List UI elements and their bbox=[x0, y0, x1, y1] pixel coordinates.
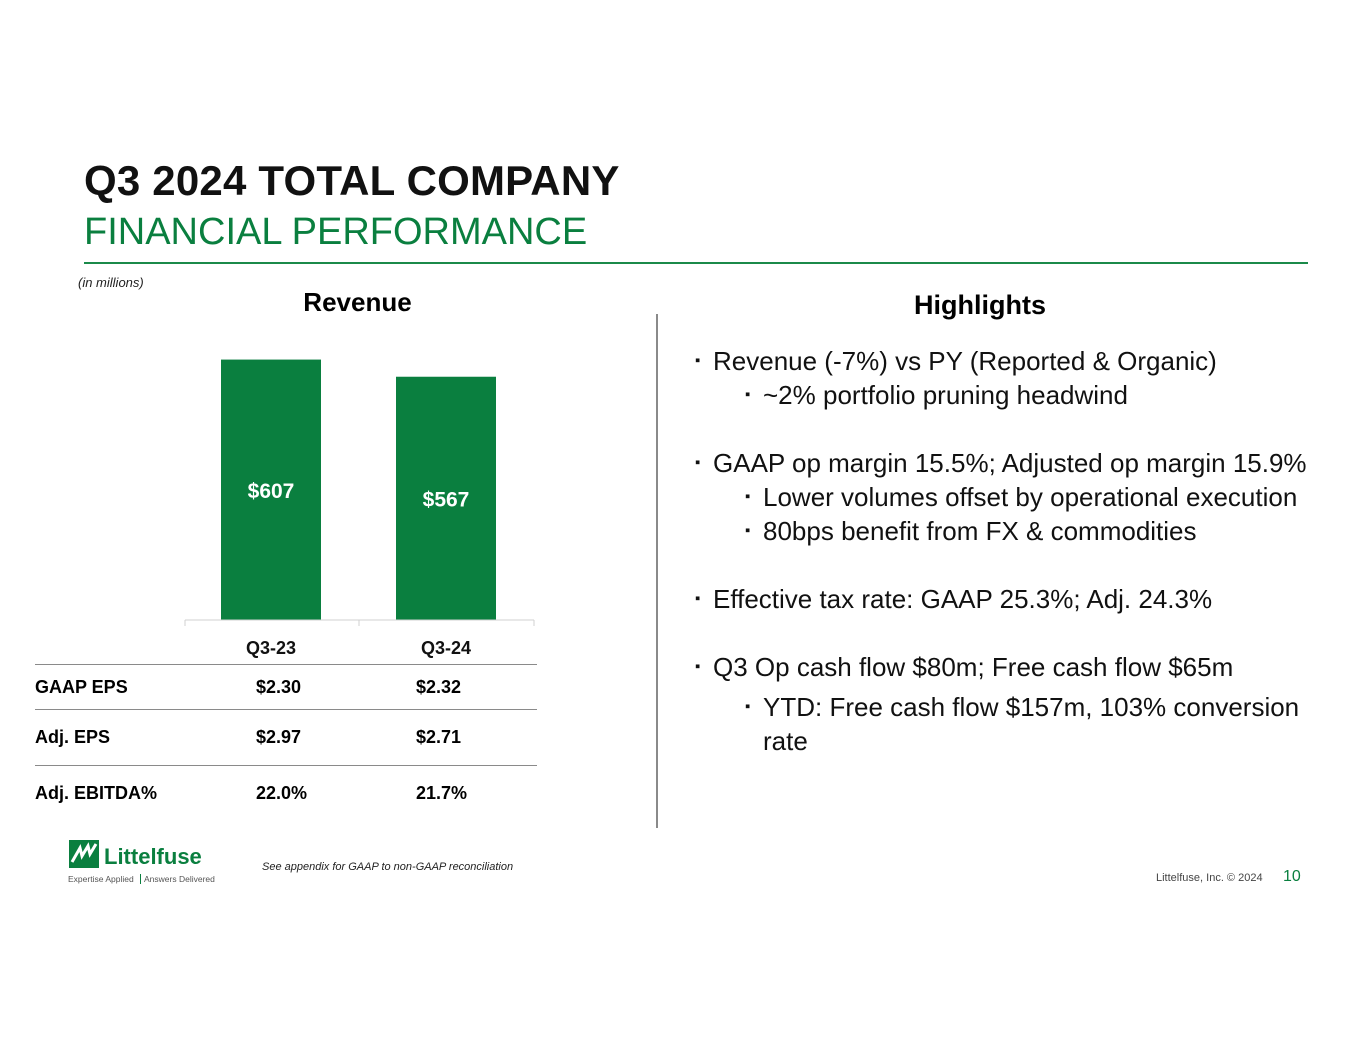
logo-wordmark: Littelfuse bbox=[104, 844, 202, 869]
table-row: Adj. EBITDA% 22.0% 21.7% bbox=[35, 766, 537, 822]
bullet-icon: ▪ bbox=[745, 698, 751, 715]
highlight-subitem: ▪ Lower volumes offset by operational exe… bbox=[745, 482, 1298, 512]
metric-label: Adj. EPS bbox=[35, 709, 256, 766]
revenue-bar-chart: $607 Q3-23 $567 Q3-24 bbox=[184, 359, 535, 658]
highlight-item: ▪ Q3 Op cash flow $80m; Free cash flow $6… bbox=[695, 652, 1234, 682]
highlight-subitem: ▪ YTD: Free cash flow $157m, 103% convers… bbox=[745, 692, 1300, 756]
logo-tagline-left: Expertise Applied bbox=[68, 874, 134, 884]
bullet-icon: ▪ bbox=[745, 488, 751, 505]
table-row: Adj. EPS $2.97 $2.71 bbox=[35, 709, 537, 766]
highlights-list: ▪ Revenue (-7%) vs PY (Reported & Organic… bbox=[695, 344, 1315, 758]
highlight-subitem: ▪ 80bps benefit from FX & commodities bbox=[745, 516, 1197, 546]
slide-subtitle: FINANCIAL PERFORMANCE bbox=[84, 211, 588, 253]
logo-tagline-right: Answers Delivered bbox=[144, 874, 215, 884]
revenue-heading: Revenue bbox=[303, 287, 412, 317]
table-row: GAAP EPS $2.30 $2.32 bbox=[35, 664, 537, 710]
metric-value-q3-24: $2.32 bbox=[416, 664, 537, 710]
littelfuse-logo: Littelfuse Expertise Applied Answers Del… bbox=[68, 840, 215, 884]
title-divider bbox=[84, 262, 1308, 264]
bullet-icon: ▪ bbox=[745, 522, 751, 539]
revenue-bar bbox=[396, 376, 496, 620]
bullet-icon: ▪ bbox=[695, 590, 701, 607]
metric-value-q3-23: 22.0% bbox=[256, 783, 308, 803]
bullet-icon: ▪ bbox=[695, 454, 701, 471]
metric-value-q3-23: $2.97 bbox=[256, 709, 416, 766]
column-divider bbox=[656, 314, 658, 828]
metric-label: Adj. EBITDA% bbox=[35, 783, 158, 803]
bar-data-label: $567 bbox=[423, 488, 470, 511]
copyright: Littelfuse, Inc. © 2024 bbox=[1156, 872, 1263, 884]
slide-title: Q3 2024 TOTAL COMPANY bbox=[84, 157, 620, 204]
metric-value-q3-24: 21.7% bbox=[416, 783, 468, 803]
highlight-item: ▪ GAAP op margin 15.5%; Adjusted op margi… bbox=[695, 448, 1307, 478]
bar-data-label: $607 bbox=[248, 480, 295, 503]
metric-label: GAAP EPS bbox=[35, 664, 256, 710]
highlight-subitem: ▪ ~2% portfolio pruning headwind bbox=[745, 380, 1128, 410]
revenue-bar bbox=[221, 359, 321, 620]
metric-value-q3-24: $2.71 bbox=[416, 709, 537, 766]
reconciliation-footnote: See appendix for GAAP to non-GAAP reconc… bbox=[262, 861, 514, 873]
bullet-icon: ▪ bbox=[745, 386, 751, 403]
bullet-icon: ▪ bbox=[695, 658, 701, 675]
units-note: (in millions) bbox=[78, 275, 144, 290]
bullet-icon: ▪ bbox=[695, 352, 701, 369]
category-label: Q3-23 bbox=[246, 638, 296, 658]
highlights-heading: Highlights bbox=[914, 290, 1046, 320]
metrics-table: GAAP EPS $2.30 $2.32 Adj. EPS $2.97 $2.7… bbox=[35, 664, 537, 821]
highlight-item: ▪ Revenue (-7%) vs PY (Reported & Organic… bbox=[695, 346, 1217, 376]
metric-value-q3-23: $2.30 bbox=[256, 664, 416, 710]
page-number: 10 bbox=[1283, 868, 1301, 885]
category-label: Q3-24 bbox=[421, 638, 471, 658]
highlight-item: ▪ Effective tax rate: GAAP 25.3%; Adj. 24… bbox=[695, 584, 1213, 614]
